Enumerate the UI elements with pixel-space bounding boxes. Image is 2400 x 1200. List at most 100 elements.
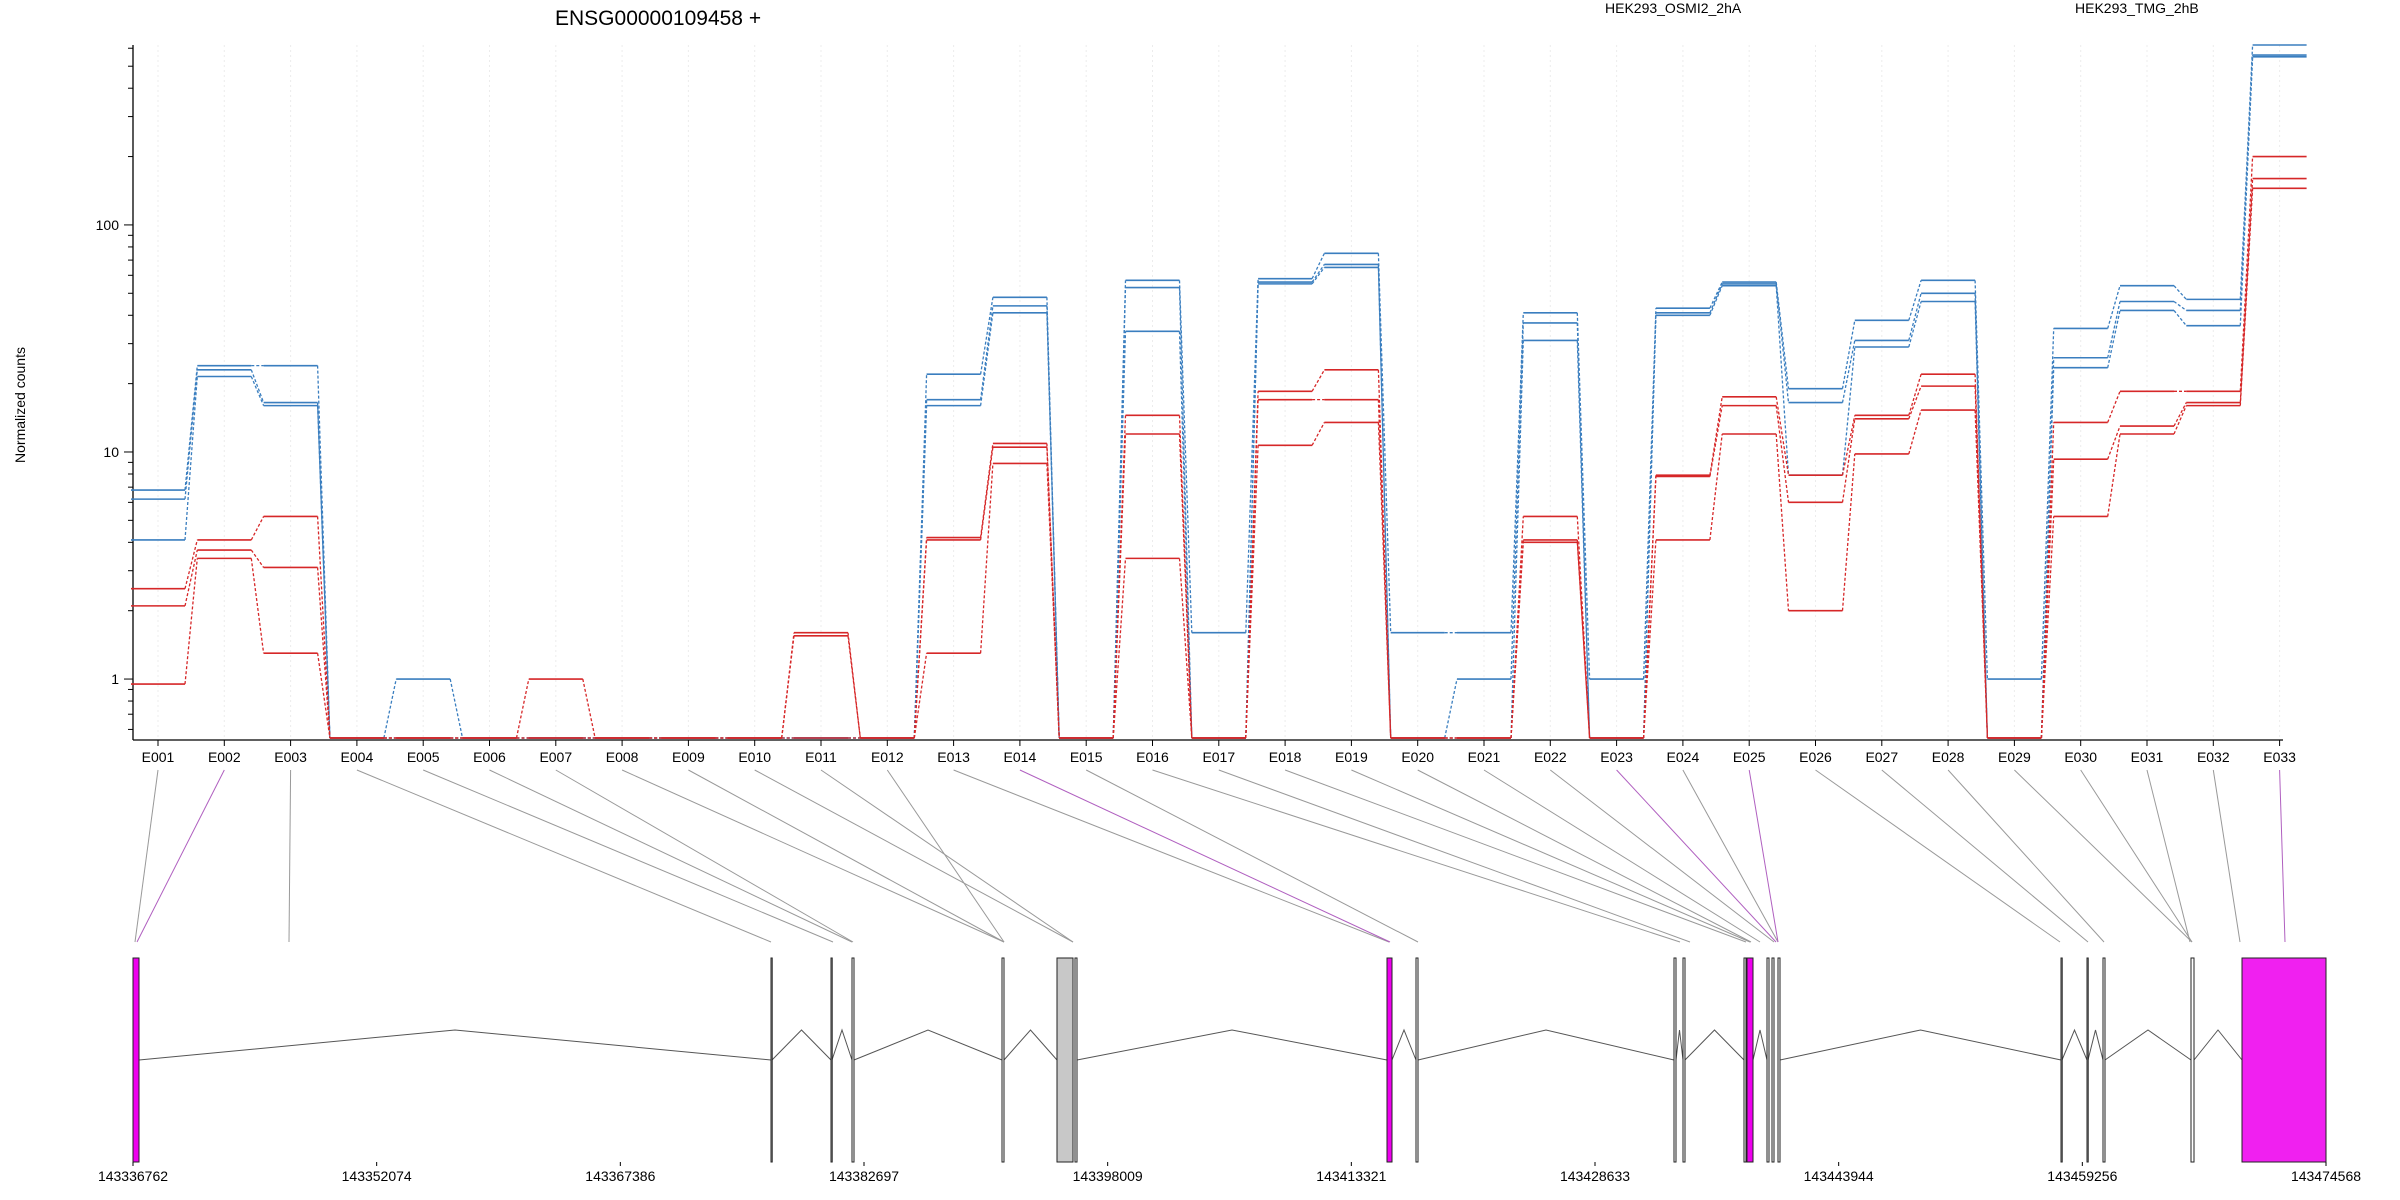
- series-transition: [1112, 433, 1127, 739]
- exon-box: [1386, 957, 1393, 1163]
- series-5: [131, 187, 2307, 739]
- series-transition: [449, 678, 464, 739]
- intron: [831, 1028, 853, 1061]
- exon-connector: [1218, 769, 1691, 943]
- x-tick-label: E026: [1799, 749, 1832, 765]
- intron: [853, 1029, 1003, 1061]
- exon-box: [1766, 957, 1770, 1163]
- series-transition: [1908, 280, 1922, 321]
- exon-connector: [2212, 769, 2241, 943]
- exon-box: [2241, 957, 2327, 1163]
- exon-box: [1682, 957, 1686, 1163]
- exon-box: [2060, 957, 2063, 1163]
- genome-tick-label: 143382697: [829, 1168, 899, 1184]
- exon-connector: [621, 769, 1005, 943]
- series-transition: [2239, 44, 2254, 300]
- genome-tick-label: 143459256: [2047, 1168, 2117, 1184]
- x-tick-label: E011: [805, 749, 837, 765]
- intron: [1752, 1029, 1768, 1061]
- series-transition: [1775, 405, 1790, 503]
- series-transition: [1046, 463, 1060, 739]
- legend-entry-tmg: HEK293_TMG_2hB: [2075, 0, 2199, 16]
- exon-connector: [1483, 769, 1761, 943]
- genome-tick-label: 143443944: [1804, 1168, 1874, 1184]
- exon-gridlines: [157, 45, 2281, 740]
- series-transition: [1642, 315, 1657, 739]
- series-transition: [184, 558, 198, 685]
- series-transition: [1178, 331, 1193, 739]
- exon-connector: [356, 769, 772, 943]
- series-transition: [316, 653, 331, 739]
- exon-connector: [886, 769, 1005, 943]
- series-transition: [913, 539, 928, 739]
- exon-connector: [2279, 769, 2286, 943]
- series-transition: [1311, 267, 1325, 285]
- series-transition: [250, 376, 265, 406]
- exon-connector: [1019, 769, 1391, 943]
- series-transition: [1841, 340, 1856, 403]
- series-transition: [1642, 539, 1657, 739]
- x-tick-label: E017: [1202, 749, 1235, 765]
- series-transition: [1709, 433, 1723, 540]
- x-tick-label: E033: [2263, 749, 2296, 765]
- genome-tick-label: 143413321: [1316, 1168, 1386, 1184]
- y-axis-label: Normalized counts: [12, 347, 28, 463]
- series-transition: [847, 635, 861, 739]
- exon-connector: [555, 769, 854, 943]
- genome-tick-label: 143398009: [1073, 1168, 1143, 1184]
- x-tick-label: E010: [738, 749, 771, 765]
- series-transition: [1377, 399, 1392, 739]
- exon-connector: [134, 769, 159, 943]
- exon-box: [1001, 957, 1005, 1163]
- x-tick-label: E029: [1998, 749, 2031, 765]
- exon-box: [1743, 957, 1747, 1163]
- exon-connector: [754, 769, 1074, 943]
- series-transition: [1841, 320, 1856, 389]
- series-transition: [979, 463, 994, 654]
- series-transition: [2239, 156, 2254, 392]
- series-transition: [582, 678, 596, 739]
- series-transition: [316, 405, 331, 739]
- exon-box: [2102, 957, 2106, 1163]
- series-transition: [1112, 558, 1127, 739]
- exon-connector: [1549, 769, 1775, 943]
- series-transition: [1841, 453, 1856, 611]
- series-transition: [2173, 402, 2187, 427]
- exon-connector: [688, 769, 1005, 943]
- exon-connector: [1947, 769, 2105, 943]
- series-transition: [2040, 516, 2055, 739]
- series-transition: [1510, 312, 1524, 633]
- series-transition: [1908, 301, 1922, 348]
- exon-connector: [2146, 769, 2191, 943]
- intron: [1076, 1029, 1388, 1061]
- y-axis: 1 10 100: [96, 45, 134, 740]
- series-transition: [1841, 346, 1856, 476]
- x-tick-label: E032: [2197, 749, 2230, 765]
- series-transition: [1377, 422, 1392, 739]
- x-tick-label: E006: [473, 749, 506, 765]
- exon-box: [1673, 957, 1677, 1163]
- series-transition: [1245, 445, 1259, 739]
- exon-connector: [1152, 769, 1681, 943]
- exon-connector: [1815, 769, 2061, 943]
- series-transition: [1642, 476, 1657, 739]
- series-transition: [1311, 369, 1325, 392]
- genome-axis: 143336762 143352074 143367386 143382697 1433…: [98, 1162, 2361, 1184]
- series-transition: [2107, 391, 2121, 423]
- exon-connector: [423, 769, 834, 943]
- exon-connector: [136, 769, 225, 943]
- intron: [2061, 1028, 2088, 1061]
- series-transition: [1112, 280, 1127, 739]
- series-transition: [1576, 516, 1591, 739]
- intron: [1779, 1029, 2062, 1061]
- x-tick-label: E003: [274, 749, 307, 765]
- intron: [1417, 1029, 1675, 1061]
- series-transition: [979, 443, 994, 538]
- series-transition: [1908, 293, 1922, 341]
- genome-tick-label: 143428633: [1560, 1168, 1630, 1184]
- series-transition: [250, 558, 265, 654]
- exon-connector: [1682, 769, 1779, 943]
- series-transition: [250, 516, 265, 541]
- exon-connector: [1351, 769, 1751, 943]
